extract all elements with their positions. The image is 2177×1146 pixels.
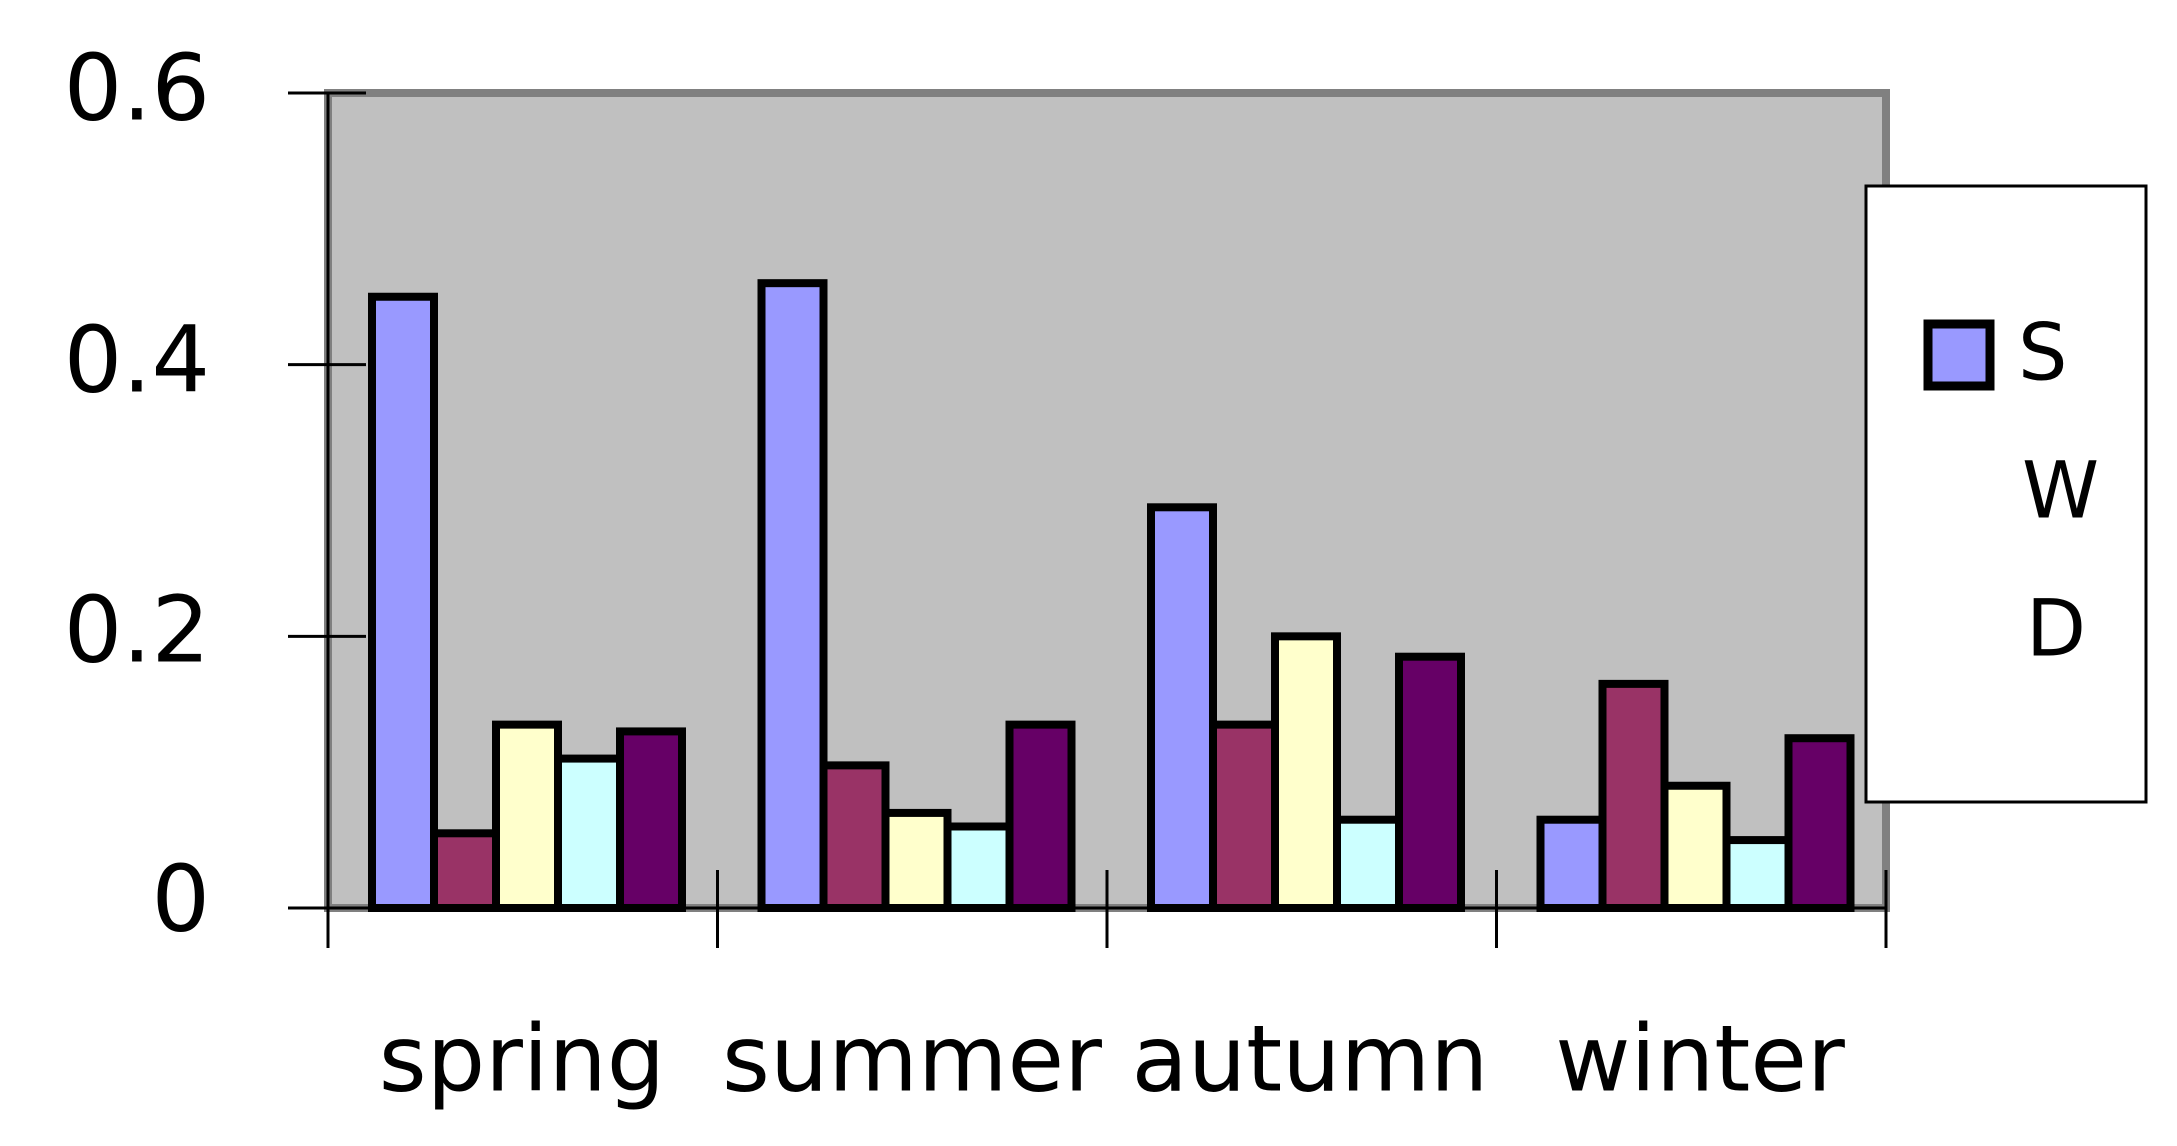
bar <box>943 822 1014 912</box>
bars-group <box>368 279 1855 913</box>
legend-label-d: D <box>2026 584 2086 674</box>
bar <box>1395 652 1465 912</box>
bar <box>1722 836 1793 912</box>
bar <box>1536 815 1607 912</box>
x-category-label: autumn <box>1132 1005 1489 1112</box>
bar <box>492 720 562 912</box>
legend: S W D <box>1864 184 2148 804</box>
bar <box>616 727 686 913</box>
bar <box>1271 632 1341 912</box>
bar <box>1598 679 1669 912</box>
bar <box>1333 815 1403 912</box>
y-tick-label: 0.4 <box>64 306 210 413</box>
bar <box>757 279 828 912</box>
bar <box>1005 720 1076 912</box>
axes-group <box>288 91 1888 948</box>
legend-box <box>1864 184 2148 804</box>
y-tick-label: 0.6 <box>64 34 210 141</box>
y-tick-label: 0.2 <box>64 576 210 683</box>
bar <box>554 754 624 912</box>
x-category-label: summer <box>722 1005 1102 1112</box>
bar <box>1660 781 1731 912</box>
bar <box>1784 734 1855 912</box>
y-tick-label: 0 <box>151 845 210 952</box>
x-category-label: winter <box>1555 1005 1845 1112</box>
legend-label-s: S <box>2018 308 2068 398</box>
legend-swatch-s <box>1923 319 1995 391</box>
bar <box>819 761 890 912</box>
x-category-label: spring <box>379 1005 665 1112</box>
bar <box>881 808 952 913</box>
bar <box>1209 720 1279 912</box>
bar <box>368 292 438 912</box>
legend-label-w: W <box>2022 446 2099 536</box>
bar <box>1147 503 1217 912</box>
bar <box>430 829 500 913</box>
